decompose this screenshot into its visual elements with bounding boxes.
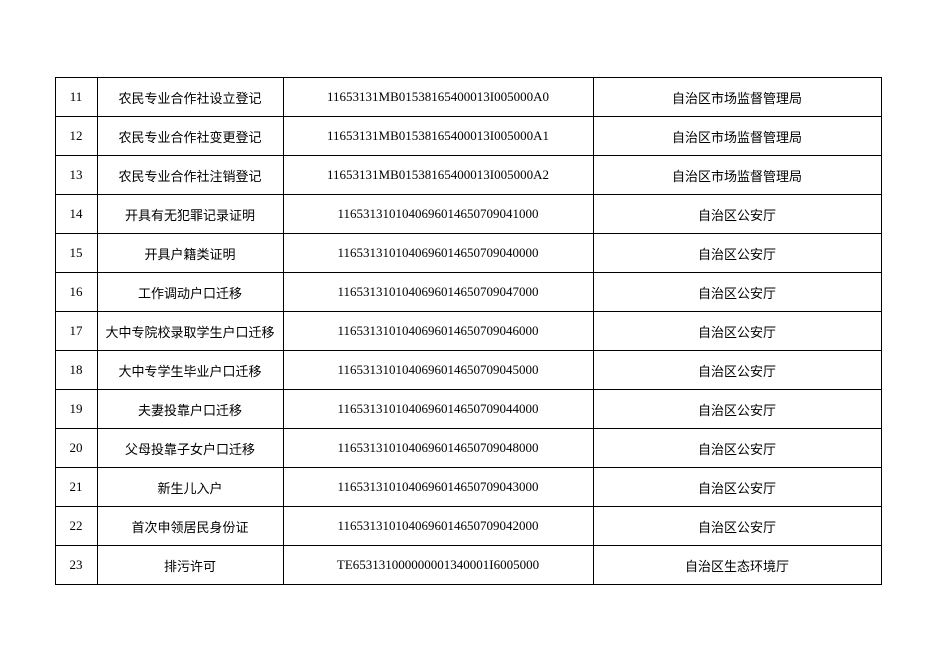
- table-row: 16 工作调动户口迁移 1165313101040696014650709047…: [55, 273, 881, 312]
- cell-dept: 自治区公安厅: [593, 234, 881, 273]
- cell-dept: 自治区市场监督管理局: [593, 78, 881, 117]
- cell-name: 大中专院校录取学生户口迁移: [97, 312, 283, 351]
- cell-index: 12: [55, 117, 97, 156]
- table-row: 20 父母投靠子女户口迁移 11653131010406960146507090…: [55, 429, 881, 468]
- cell-dept: 自治区公安厅: [593, 273, 881, 312]
- page-container: 11 农民专业合作社设立登记 11653131MB01538165400013I…: [55, 77, 882, 585]
- cell-name: 父母投靠子女户口迁移: [97, 429, 283, 468]
- cell-dept: 自治区公安厅: [593, 195, 881, 234]
- cell-code: 1165313101040696014650709046000: [283, 312, 593, 351]
- cell-name: 工作调动户口迁移: [97, 273, 283, 312]
- cell-code: 1165313101040696014650709041000: [283, 195, 593, 234]
- cell-dept: 自治区生态环境厅: [593, 546, 881, 585]
- cell-dept: 自治区公安厅: [593, 351, 881, 390]
- cell-index: 13: [55, 156, 97, 195]
- table-row: 11 农民专业合作社设立登记 11653131MB01538165400013I…: [55, 78, 881, 117]
- cell-name: 首次申领居民身份证: [97, 507, 283, 546]
- cell-name: 农民专业合作社变更登记: [97, 117, 283, 156]
- cell-code: 1165313101040696014650709045000: [283, 351, 593, 390]
- cell-index: 14: [55, 195, 97, 234]
- cell-name: 开具有无犯罪记录证明: [97, 195, 283, 234]
- cell-index: 19: [55, 390, 97, 429]
- cell-index: 15: [55, 234, 97, 273]
- table-row: 18 大中专学生毕业户口迁移 1165313101040696014650709…: [55, 351, 881, 390]
- cell-code: 11653131MB01538165400013I005000A2: [283, 156, 593, 195]
- cell-index: 18: [55, 351, 97, 390]
- cell-code: TE653131000000001340001I6005000: [283, 546, 593, 585]
- cell-dept: 自治区公安厅: [593, 312, 881, 351]
- table-row: 13 农民专业合作社注销登记 11653131MB01538165400013I…: [55, 156, 881, 195]
- table-row: 17 大中专院校录取学生户口迁移 11653131010406960146507…: [55, 312, 881, 351]
- cell-dept: 自治区市场监督管理局: [593, 117, 881, 156]
- cell-dept: 自治区公安厅: [593, 507, 881, 546]
- table-row: 21 新生儿入户 1165313101040696014650709043000…: [55, 468, 881, 507]
- cell-name: 农民专业合作社设立登记: [97, 78, 283, 117]
- cell-name: 新生儿入户: [97, 468, 283, 507]
- cell-name: 开具户籍类证明: [97, 234, 283, 273]
- cell-dept: 自治区公安厅: [593, 468, 881, 507]
- cell-name: 大中专学生毕业户口迁移: [97, 351, 283, 390]
- cell-code: 1165313101040696014650709043000: [283, 468, 593, 507]
- table-row: 15 开具户籍类证明 11653131010406960146507090400…: [55, 234, 881, 273]
- cell-index: 21: [55, 468, 97, 507]
- table-row: 22 首次申领居民身份证 116531310104069601465070904…: [55, 507, 881, 546]
- cell-code: 11653131MB01538165400013I005000A1: [283, 117, 593, 156]
- cell-name: 排污许可: [97, 546, 283, 585]
- cell-dept: 自治区市场监督管理局: [593, 156, 881, 195]
- cell-dept: 自治区公安厅: [593, 390, 881, 429]
- cell-code: 11653131MB01538165400013I005000A0: [283, 78, 593, 117]
- cell-index: 11: [55, 78, 97, 117]
- cell-name: 农民专业合作社注销登记: [97, 156, 283, 195]
- cell-index: 23: [55, 546, 97, 585]
- table-row: 19 夫妻投靠户口迁移 1165313101040696014650709044…: [55, 390, 881, 429]
- cell-code: 1165313101040696014650709044000: [283, 390, 593, 429]
- cell-name: 夫妻投靠户口迁移: [97, 390, 283, 429]
- cell-index: 20: [55, 429, 97, 468]
- cell-index: 22: [55, 507, 97, 546]
- data-table: 11 农民专业合作社设立登记 11653131MB01538165400013I…: [55, 77, 882, 585]
- cell-dept: 自治区公安厅: [593, 429, 881, 468]
- cell-code: 1165313101040696014650709047000: [283, 273, 593, 312]
- table-row: 12 农民专业合作社变更登记 11653131MB01538165400013I…: [55, 117, 881, 156]
- cell-code: 1165313101040696014650709042000: [283, 507, 593, 546]
- table-row: 23 排污许可 TE653131000000001340001I6005000 …: [55, 546, 881, 585]
- table-body: 11 农民专业合作社设立登记 11653131MB01538165400013I…: [55, 78, 881, 585]
- cell-code: 1165313101040696014650709048000: [283, 429, 593, 468]
- cell-code: 1165313101040696014650709040000: [283, 234, 593, 273]
- cell-index: 17: [55, 312, 97, 351]
- table-row: 14 开具有无犯罪记录证明 11653131010406960146507090…: [55, 195, 881, 234]
- cell-index: 16: [55, 273, 97, 312]
